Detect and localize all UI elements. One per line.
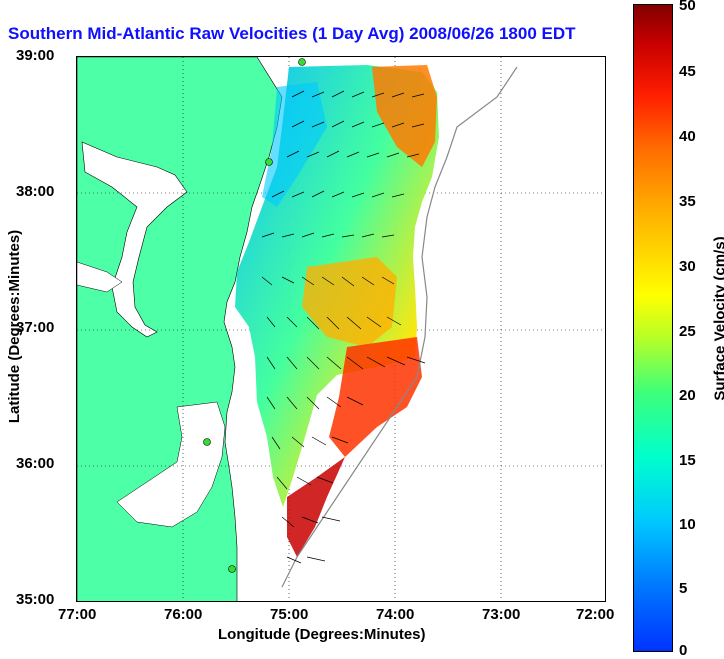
x-tick: 74:00 bbox=[376, 606, 415, 623]
map-title: Southern Mid-Atlantic Raw Velocities (1 … bbox=[8, 24, 576, 43]
y-tick: 38:00 bbox=[16, 183, 55, 200]
colorbar-tick: 20 bbox=[679, 387, 696, 404]
colorbar-tick: 15 bbox=[679, 452, 696, 469]
station-marker bbox=[228, 565, 236, 573]
x-tick: 76:00 bbox=[164, 606, 203, 623]
y-tick: 36:00 bbox=[16, 455, 55, 472]
shelf-contour bbox=[281, 66, 518, 588]
colorbar-tick: 25 bbox=[679, 323, 696, 340]
colorbar-label: Surface Velocity (cm/s) bbox=[711, 236, 724, 401]
station-marker bbox=[298, 58, 306, 66]
colorbar-tick: 5 bbox=[679, 580, 688, 597]
map-plot bbox=[76, 56, 606, 602]
y-tick: 37:00 bbox=[16, 319, 55, 336]
x-axis-label: Longitude (Degrees:Minutes) bbox=[218, 626, 426, 643]
colorbar-tick: 40 bbox=[679, 128, 696, 145]
x-tick: 77:00 bbox=[58, 606, 97, 623]
x-tick: 73:00 bbox=[482, 606, 521, 623]
chesapeake-bay bbox=[81, 141, 188, 338]
x-tick: 72:00 bbox=[576, 606, 615, 623]
colorbar-tick: 35 bbox=[679, 193, 696, 210]
x-tick: 75:00 bbox=[270, 606, 309, 623]
colorbar bbox=[633, 4, 673, 652]
colorbar-tick: 30 bbox=[679, 258, 696, 275]
map-svg bbox=[77, 57, 605, 601]
colorbar-tick: 0 bbox=[679, 642, 688, 659]
y-axis-label: Latitude (Degrees:Minutes) bbox=[6, 229, 24, 424]
bay-river bbox=[77, 261, 123, 293]
sound bbox=[116, 401, 226, 528]
radar-stations bbox=[203, 58, 306, 573]
station-marker bbox=[203, 438, 211, 446]
y-tick: 35:00 bbox=[16, 591, 55, 608]
current-vectors bbox=[261, 90, 426, 564]
station-marker bbox=[265, 158, 273, 166]
colorbar-tick: 45 bbox=[679, 63, 696, 80]
y-tick: 39:00 bbox=[16, 47, 55, 64]
colorbar-tick: 50 bbox=[679, 0, 696, 14]
colorbar-tick: 10 bbox=[679, 516, 696, 533]
